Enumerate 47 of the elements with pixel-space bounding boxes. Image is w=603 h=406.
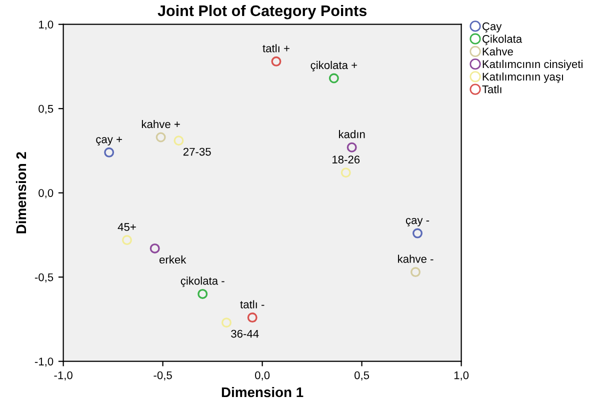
y-tick-label: -0,5 [34, 273, 54, 283]
point [412, 228, 423, 238]
x-tick-label: 1,0 [454, 371, 469, 381]
point [156, 132, 166, 142]
point [122, 235, 132, 246]
point [328, 73, 339, 84]
point [247, 312, 258, 323]
annotation: tatlı + [262, 44, 290, 52]
point [150, 243, 160, 254]
x-tick-label: -0,5 [154, 371, 172, 381]
x-tick-label: 0,0 [255, 371, 270, 381]
annotation: erkek [159, 255, 186, 264]
legend-label: Çikolata [482, 34, 522, 46]
legend-label: Tatlı [482, 85, 502, 94]
point [410, 267, 421, 278]
legend-label: Kahve [482, 47, 513, 56]
x-tick-label: -1,0 [54, 371, 72, 381]
annotation: 36-44 [231, 330, 259, 338]
annotation: çay - [406, 218, 430, 226]
point [198, 288, 208, 299]
x-axis-title: Dimension 1 [222, 386, 304, 398]
point [174, 136, 184, 146]
y-tick-label: -1,0 [34, 358, 54, 367]
chart-title: Joint Plot of Category Points [158, 4, 367, 20]
point [104, 147, 114, 158]
x-tick-label: 0,5 [354, 371, 370, 381]
legend-label: Katılımcının yaşı [482, 72, 564, 83]
y-tick-label: 1,0 [38, 20, 54, 30]
annotation: 18-26 [332, 156, 360, 164]
annotation: tatlı - [240, 300, 264, 308]
y-axis-title: Dimension 2 [16, 152, 26, 234]
y-tick-label: 0,5 [38, 104, 54, 114]
point [271, 56, 282, 66]
annotation: çikolata - [180, 276, 224, 287]
annotation: 45+ [118, 223, 136, 231]
legend-label: Katılımcının cinsiyeti [482, 60, 582, 70]
annotation: kadın [339, 130, 365, 138]
annotation: kahve + [142, 120, 180, 128]
annotation: çikolata + [310, 60, 358, 72]
point [221, 318, 232, 328]
point [346, 142, 357, 152]
annotation: çay + [96, 136, 122, 146]
point [340, 168, 351, 178]
y-tick-label: 0,0 [38, 189, 54, 198]
annotation: kahve - [398, 254, 434, 263]
annotation: 27-35 [183, 148, 211, 156]
legend-label: Çay [482, 22, 502, 32]
